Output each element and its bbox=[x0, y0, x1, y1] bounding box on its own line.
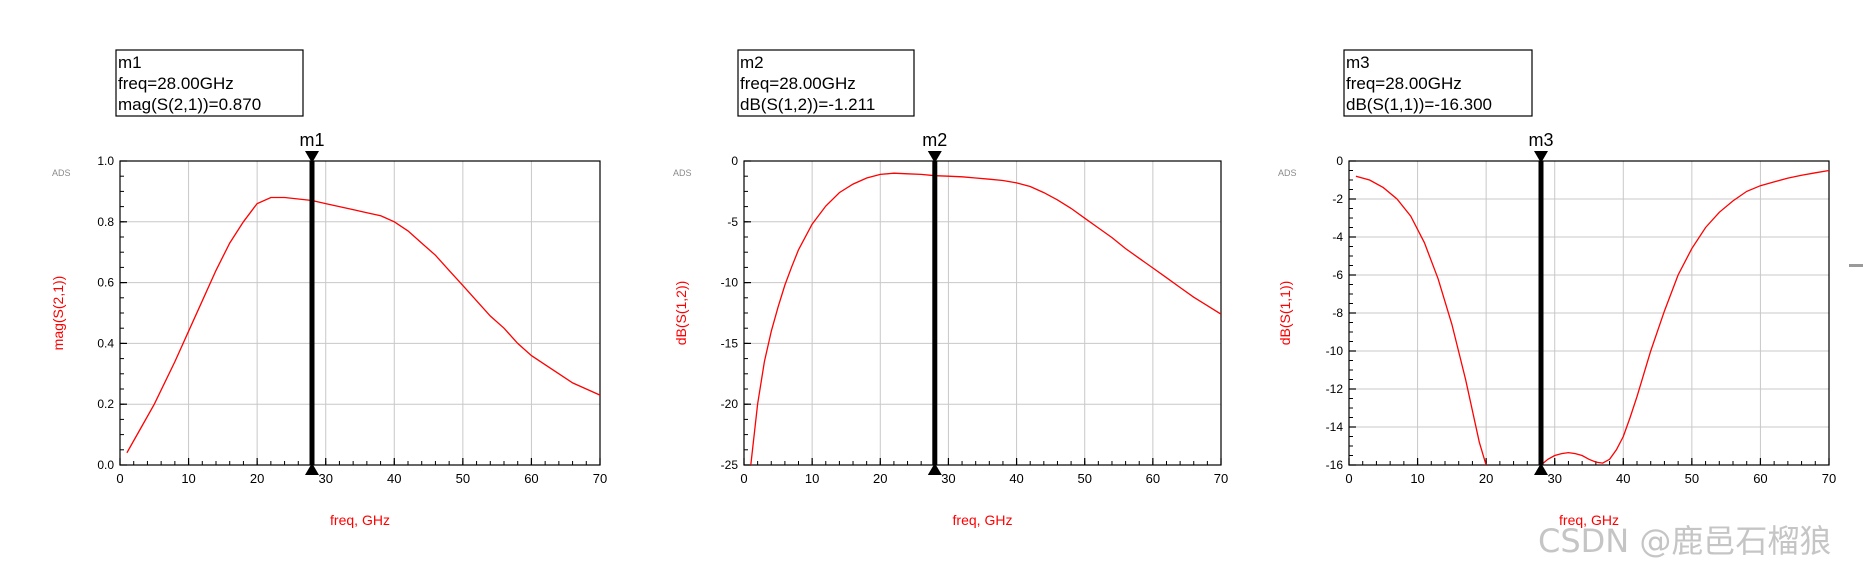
y-tick-label: -15 bbox=[721, 336, 739, 350]
x-tick-label: 50 bbox=[456, 471, 470, 486]
marker-readout-value: mag(S(2,1))=0.870 bbox=[118, 95, 261, 114]
x-tick-label: 20 bbox=[1479, 471, 1493, 486]
marker-readout-freq: freq=28.00GHz bbox=[1346, 74, 1462, 93]
marker-readout-value: dB(S(1,2))=-1.211 bbox=[740, 95, 875, 114]
x-tick-label: 40 bbox=[1616, 471, 1630, 486]
y-tick-label: 0.0 bbox=[97, 458, 114, 472]
watermark-text: CSDN @鹿邑石榴狼 bbox=[1538, 522, 1832, 560]
x-tick-label: 0 bbox=[740, 471, 747, 486]
marker-readout-freq: freq=28.00GHz bbox=[118, 74, 234, 93]
y-tick-label: -12 bbox=[1326, 382, 1344, 396]
marker-top-triangle bbox=[1534, 151, 1548, 163]
marker-top-triangle bbox=[305, 151, 319, 163]
y-tick-label: -4 bbox=[1332, 230, 1343, 244]
ads-badge: ADS bbox=[673, 168, 692, 178]
series-line bbox=[1355, 175, 1487, 465]
chart-db-s12: 0 10 20 30 40 50 60 70 -25 -20 -15 -10 -5 0 freq, GHz d… bbox=[673, 49, 1228, 528]
x-tick-label: 70 bbox=[1822, 471, 1836, 486]
y-tick-label: -10 bbox=[1326, 344, 1344, 358]
series-line bbox=[126, 196, 600, 454]
x-tick-label: 60 bbox=[524, 471, 538, 486]
y-tick-label: -5 bbox=[727, 215, 738, 229]
trace-group bbox=[126, 196, 600, 454]
y-tick-label: -10 bbox=[721, 276, 739, 290]
y-tick-label: 0.2 bbox=[97, 397, 114, 411]
x-axis-label: freq, GHz bbox=[1559, 512, 1619, 528]
x-tick-label: 50 bbox=[1685, 471, 1699, 486]
y-axis-label: dB(S(1,2)) bbox=[673, 281, 689, 346]
marker-readout-box bbox=[737, 49, 915, 117]
marker-top-triangle bbox=[927, 151, 942, 163]
y-tick-label: -6 bbox=[1332, 268, 1343, 282]
y-tick-label: -8 bbox=[1332, 306, 1343, 320]
trace-group bbox=[1355, 169, 1829, 465]
x-axis-label: freq, GHz bbox=[330, 512, 390, 528]
plot-frame bbox=[119, 160, 601, 466]
trace-group bbox=[750, 172, 1221, 465]
series-line bbox=[750, 172, 1221, 465]
x-tick-label: 10 bbox=[805, 471, 819, 486]
marker-name-label: m1 bbox=[299, 130, 324, 150]
x-tick-label: 50 bbox=[1077, 471, 1091, 486]
marker-readout-name: m2 bbox=[740, 53, 764, 72]
y-tick-label: -25 bbox=[721, 458, 739, 472]
y-tick-label: 0.8 bbox=[97, 215, 114, 229]
y-tick-label: -20 bbox=[721, 397, 739, 411]
y-tick-label: -14 bbox=[1326, 420, 1344, 434]
marker-name-label: m2 bbox=[922, 130, 947, 150]
x-tick-label: 40 bbox=[387, 471, 401, 486]
y-axis-label: dB(S(1,1)) bbox=[1277, 281, 1293, 346]
marker-bottom-triangle bbox=[927, 463, 942, 475]
marker-readout-freq: freq=28.00GHz bbox=[740, 74, 856, 93]
ads-badge: ADS bbox=[52, 168, 71, 178]
x-tick-label: 0 bbox=[1345, 471, 1352, 486]
x-tick-label: 0 bbox=[116, 471, 123, 486]
x-tick-label: 70 bbox=[1214, 471, 1228, 486]
y-tick-label: 0.6 bbox=[97, 276, 114, 290]
x-tick-label: 20 bbox=[873, 471, 887, 486]
x-tick-label: 30 bbox=[941, 471, 955, 486]
y-tick-label: 0.4 bbox=[97, 336, 114, 350]
marker-readout-box bbox=[115, 49, 304, 117]
x-tick-label: 60 bbox=[1146, 471, 1160, 486]
marker-bottom-triangle bbox=[1534, 463, 1548, 475]
y-tick-label: 1.0 bbox=[97, 154, 114, 168]
x-tick-label: 60 bbox=[1753, 471, 1767, 486]
y-tick-label: -2 bbox=[1332, 192, 1343, 206]
plot-frame bbox=[743, 160, 1222, 466]
y-tick-label: 0 bbox=[731, 154, 738, 168]
chart-db-s11: 0 10 20 30 40 50 60 70 -16 -14 -12 -10 -8 -6 -4 -2 0 freq… bbox=[1277, 49, 1836, 528]
y-tick-label: 0 bbox=[1336, 154, 1343, 168]
x-tick-label: 30 bbox=[1547, 471, 1561, 486]
x-tick-label: 20 bbox=[250, 471, 264, 486]
marker-bottom-triangle bbox=[305, 463, 319, 475]
x-tick-label: 70 bbox=[593, 471, 607, 486]
y-tick-label: -16 bbox=[1326, 458, 1344, 472]
scrollbar-notch[interactable] bbox=[1849, 264, 1863, 267]
x-tick-label: 30 bbox=[318, 471, 332, 486]
ads-badge: ADS bbox=[1278, 168, 1297, 178]
series-line bbox=[1540, 169, 1829, 465]
marker-readout-value: dB(S(1,1))=-16.300 bbox=[1346, 95, 1492, 114]
x-tick-label: 10 bbox=[181, 471, 195, 486]
marker-readout-name: m1 bbox=[118, 53, 142, 72]
x-tick-label: 40 bbox=[1009, 471, 1023, 486]
marker-readout-box bbox=[1343, 49, 1533, 117]
marker-name-label: m3 bbox=[1528, 130, 1553, 150]
x-axis-label: freq, GHz bbox=[953, 512, 1013, 528]
chart-mag-s21: 0 10 20 30 40 50 60 70 0.0 0.2 0.4 0.6 0.8 1.0 freq, G… bbox=[50, 49, 607, 528]
y-axis-label: mag(S(2,1)) bbox=[50, 276, 66, 351]
x-tick-label: 10 bbox=[1410, 471, 1424, 486]
marker-readout-name: m3 bbox=[1346, 53, 1370, 72]
